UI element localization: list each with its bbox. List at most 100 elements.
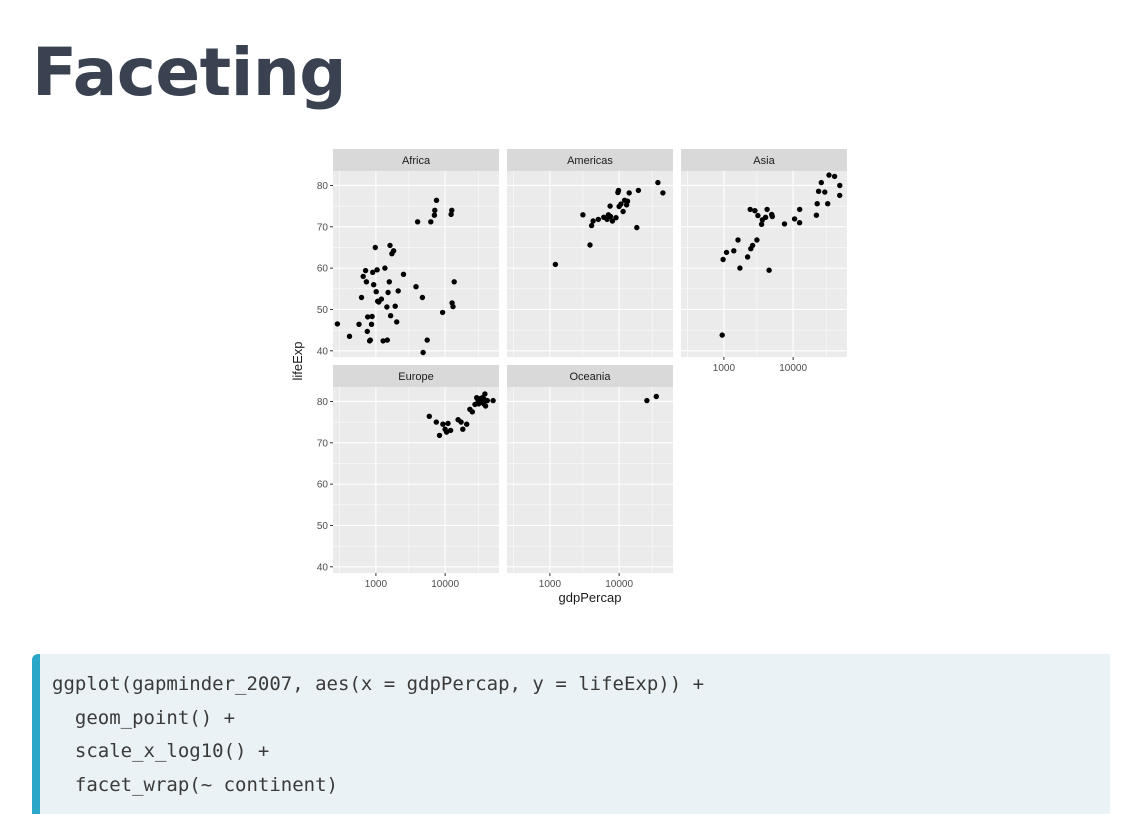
data-point xyxy=(660,190,666,196)
y-tick-label: 40 xyxy=(317,346,329,357)
data-point xyxy=(769,213,775,220)
data-point xyxy=(368,321,375,327)
data-point xyxy=(436,432,443,439)
data-point xyxy=(587,242,593,248)
data-point xyxy=(482,391,488,397)
data-point xyxy=(607,213,614,220)
data-point xyxy=(356,321,362,327)
data-point xyxy=(400,271,407,277)
slide-title: Faceting xyxy=(32,34,347,111)
facet-strip xyxy=(507,149,673,171)
data-point xyxy=(373,289,379,295)
data-point xyxy=(755,212,761,219)
data-point xyxy=(413,284,419,290)
data-point xyxy=(370,269,376,275)
facet-europe: Europe 40 50 60 70 80 1000 10000 xyxy=(317,365,499,590)
data-point xyxy=(719,332,725,338)
data-point xyxy=(595,216,601,223)
data-point xyxy=(762,214,769,220)
data-point xyxy=(439,309,446,316)
data-point xyxy=(449,207,455,213)
facet-americas: Americas xyxy=(507,149,673,357)
data-point xyxy=(615,187,622,194)
data-point xyxy=(731,248,737,254)
y-axis-title: lifeExp xyxy=(290,341,305,380)
data-point xyxy=(390,248,397,254)
data-point xyxy=(362,267,369,274)
data-point xyxy=(433,197,440,203)
data-point xyxy=(384,304,390,310)
data-point xyxy=(620,208,626,215)
data-point xyxy=(445,420,451,427)
data-point xyxy=(365,314,371,320)
data-point xyxy=(346,333,353,339)
data-point xyxy=(588,222,595,229)
data-point xyxy=(796,220,803,226)
x-tick-label: 1000 xyxy=(539,579,562,590)
data-point xyxy=(797,206,803,213)
data-point xyxy=(464,421,470,427)
data-point xyxy=(634,224,640,231)
data-point xyxy=(613,215,619,221)
data-point xyxy=(490,397,496,404)
data-point xyxy=(837,192,843,199)
y-tick-label: 40 xyxy=(317,562,329,573)
data-point xyxy=(744,254,751,260)
facet-strip xyxy=(681,149,847,171)
data-point xyxy=(723,249,730,256)
data-point xyxy=(428,219,434,225)
data-point xyxy=(814,201,820,207)
data-point xyxy=(431,212,438,218)
data-point xyxy=(831,173,838,180)
data-point xyxy=(424,337,430,343)
data-point xyxy=(747,206,753,213)
facet-strip xyxy=(333,365,499,387)
facet-panel xyxy=(507,171,673,357)
x-tick-label: 10000 xyxy=(605,579,633,590)
data-point xyxy=(655,179,661,186)
facet-asia: Asia 1000 10000 xyxy=(681,149,847,374)
data-point xyxy=(450,303,456,310)
data-point xyxy=(387,313,394,319)
data-point xyxy=(363,279,370,285)
data-point xyxy=(653,393,659,400)
data-point xyxy=(720,256,726,263)
y-tick-label: 80 xyxy=(317,181,329,192)
data-point xyxy=(432,207,438,213)
data-point xyxy=(825,201,831,207)
data-point xyxy=(451,279,457,285)
data-point xyxy=(618,201,624,207)
data-point xyxy=(624,198,631,204)
y-tick-label: 50 xyxy=(317,305,329,316)
data-point xyxy=(460,426,466,432)
code-line: facet_wrap(~ continent) xyxy=(52,773,338,796)
data-point xyxy=(826,172,832,178)
facet-africa: Africa 40 50 60 70 80 xyxy=(317,149,499,357)
data-point xyxy=(590,218,596,224)
data-point xyxy=(386,279,392,285)
facet-oceania: Oceania 1000 10000 xyxy=(507,365,673,590)
data-point xyxy=(447,427,454,434)
data-point xyxy=(552,261,559,268)
data-point xyxy=(764,206,770,213)
data-point xyxy=(369,313,375,320)
facet-label: Africa xyxy=(402,155,431,167)
facet-panel xyxy=(333,171,499,357)
facet-strip xyxy=(507,365,673,387)
y-tick-label: 60 xyxy=(317,480,329,491)
data-point xyxy=(358,294,365,301)
data-point xyxy=(781,221,788,227)
data-point xyxy=(426,413,432,419)
data-point xyxy=(735,237,741,243)
data-point xyxy=(752,208,758,214)
data-point xyxy=(484,397,490,404)
data-point xyxy=(440,421,446,427)
data-point xyxy=(482,403,489,409)
data-point xyxy=(580,212,586,218)
x-axis-title: gdpPercap xyxy=(559,590,622,605)
data-point xyxy=(644,397,650,404)
data-point xyxy=(609,218,616,224)
data-point xyxy=(360,273,366,280)
facet-panel xyxy=(681,171,847,357)
